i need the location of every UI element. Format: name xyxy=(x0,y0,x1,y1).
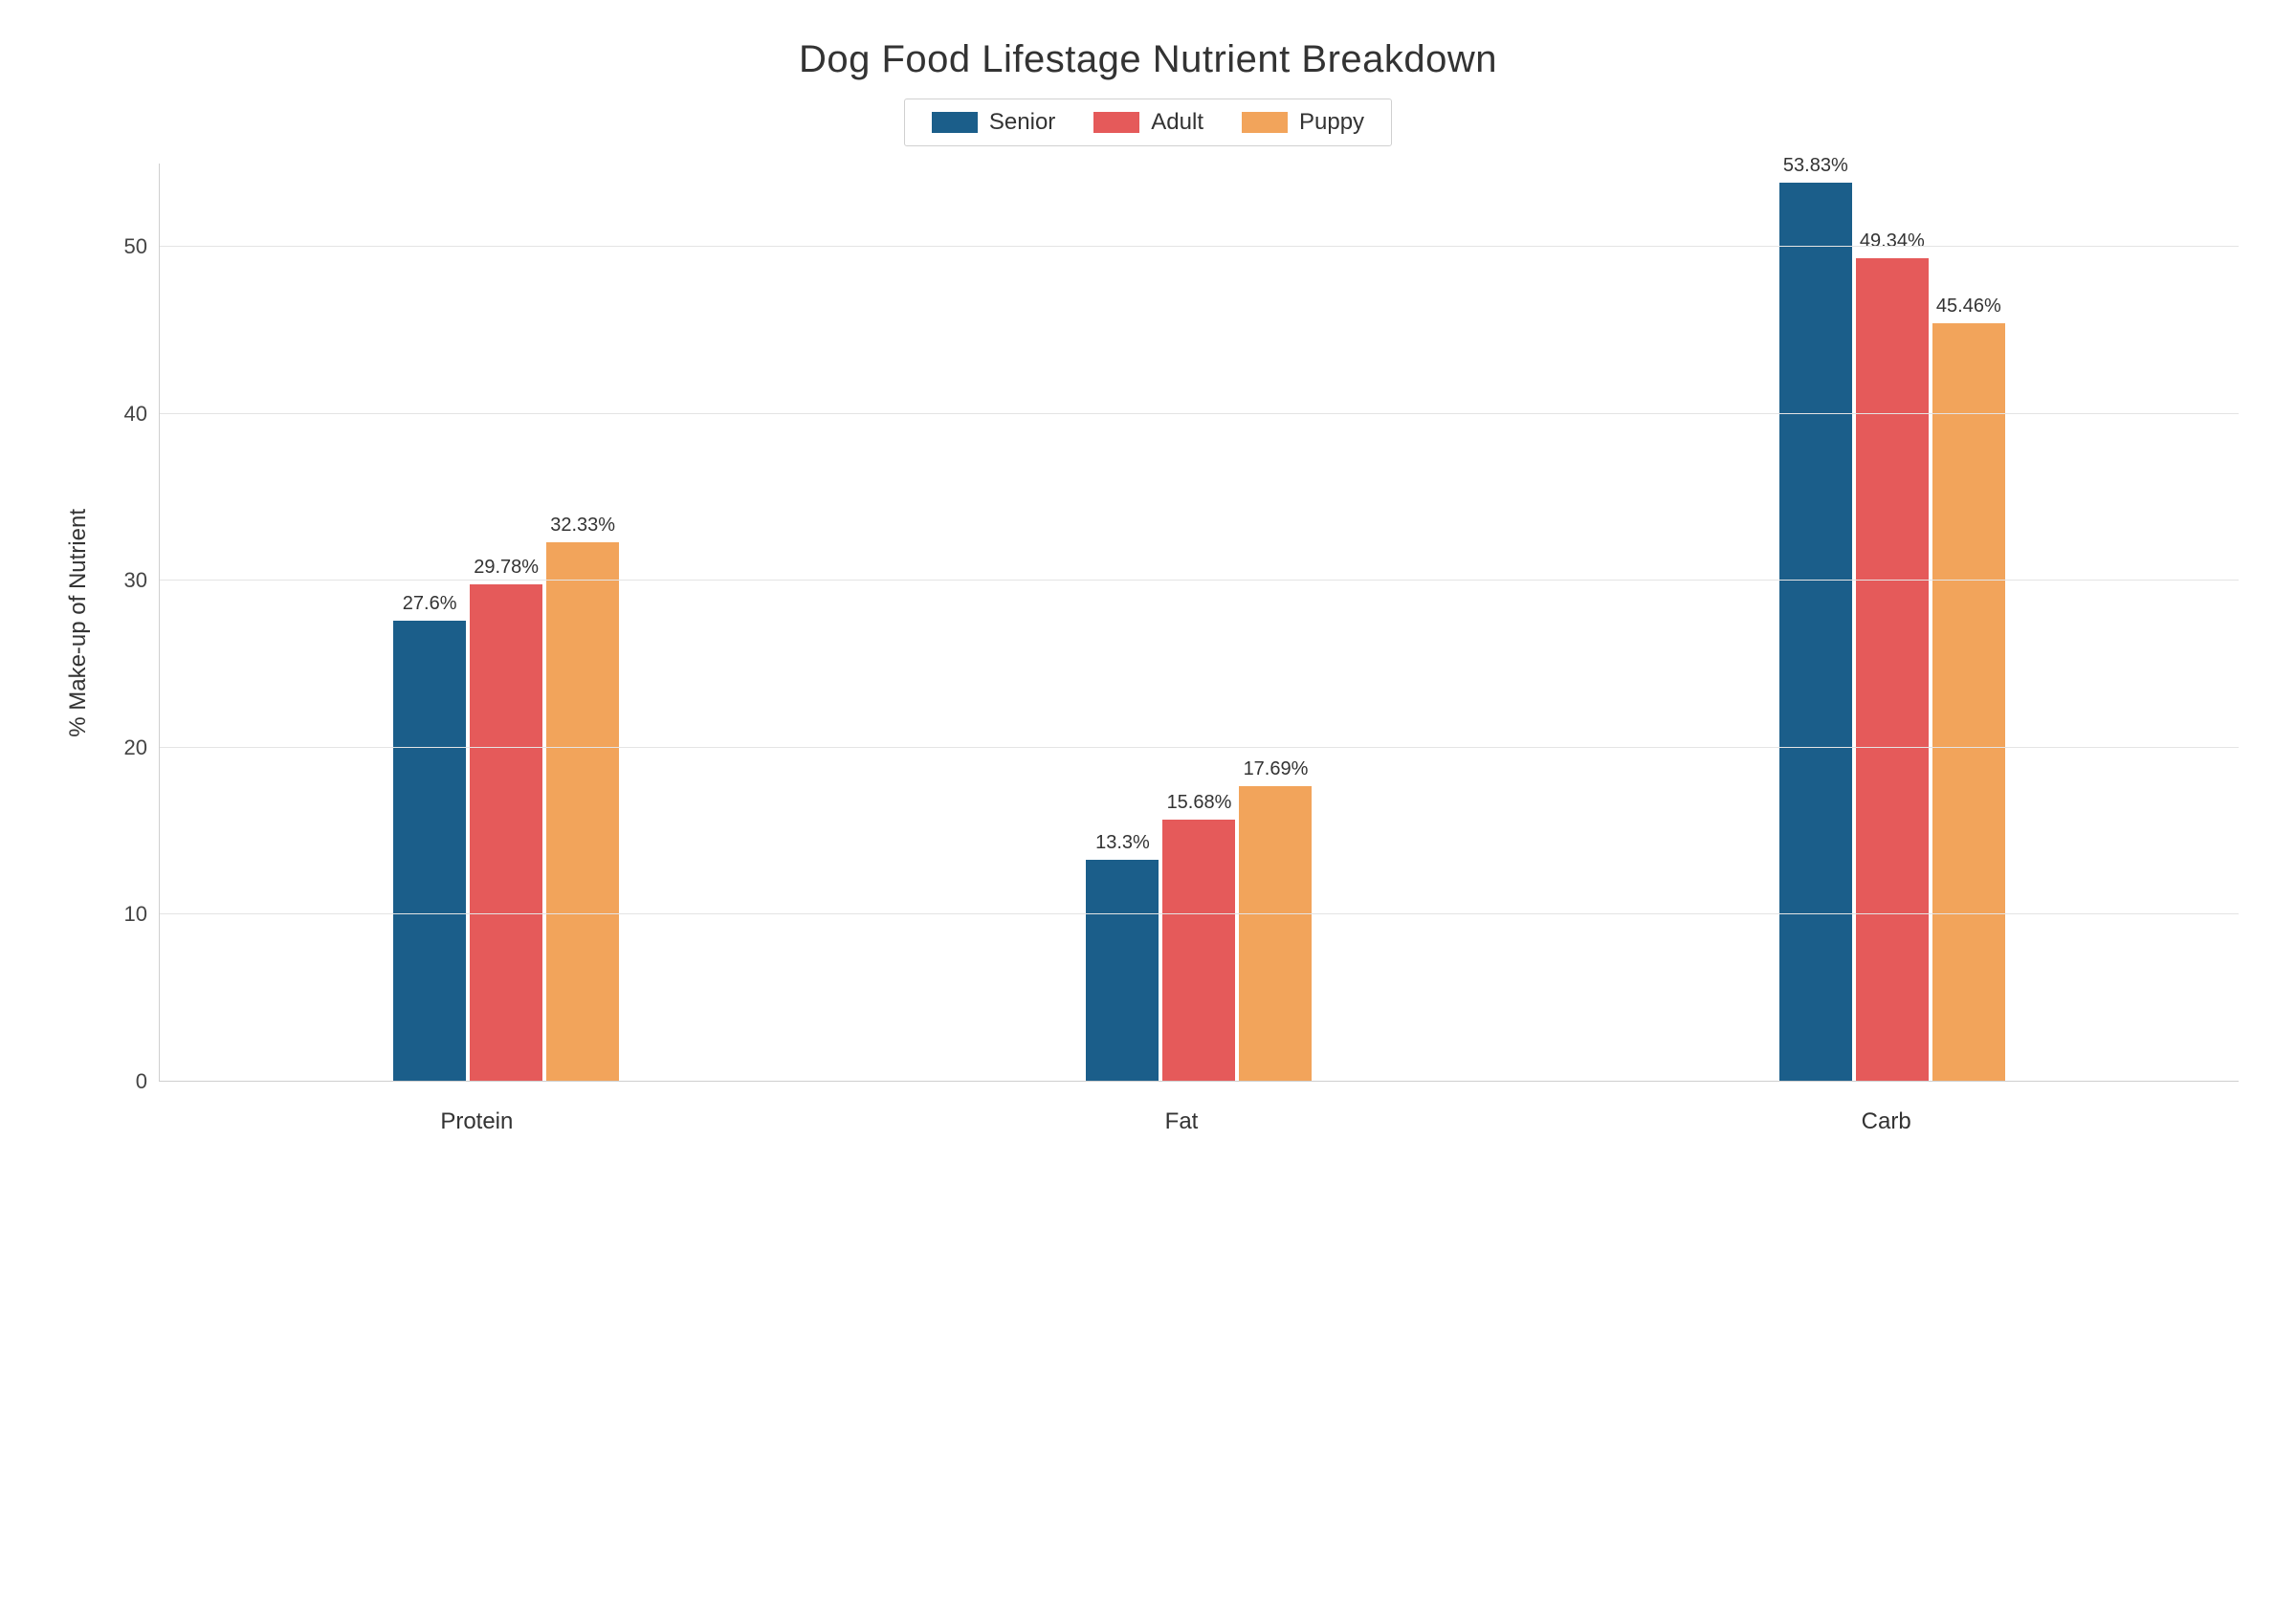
bar-rect xyxy=(1086,860,1159,1082)
bar-value-label: 27.6% xyxy=(403,593,457,615)
y-tick-label: 20 xyxy=(124,735,147,760)
chart-area: % Make-up of Nutrient 01020304050 27.6%2… xyxy=(57,164,2239,1082)
y-tick-label: 10 xyxy=(124,902,147,927)
y-tick-label: 0 xyxy=(136,1069,147,1094)
legend-item-senior: Senior xyxy=(932,109,1055,136)
y-axis: 01020304050 xyxy=(92,164,159,1082)
gridline xyxy=(160,580,2239,581)
legend-label: Senior xyxy=(989,109,1055,136)
legend: Senior Adult Puppy xyxy=(904,99,1392,146)
bar-group-fat: 13.3%15.68%17.69% xyxy=(852,164,1545,1082)
gridline xyxy=(160,413,2239,414)
y-tick-label: 40 xyxy=(124,402,147,427)
bar-rect xyxy=(1162,820,1235,1082)
bar-groups: 27.6%29.78%32.33%13.3%15.68%17.69%53.83%… xyxy=(160,164,2239,1082)
bar-senior-fat: 13.3% xyxy=(1086,860,1159,1082)
nutrient-chart: Dog Food Lifestage Nutrient Breakdown Se… xyxy=(0,0,2296,1193)
legend-label: Puppy xyxy=(1299,109,1364,136)
bar-puppy-carb: 45.46% xyxy=(1932,323,2005,1082)
bar-rect xyxy=(393,621,466,1082)
y-axis-title-wrap: % Make-up of Nutrient xyxy=(57,164,92,1082)
bar-group-carb: 53.83%49.34%45.46% xyxy=(1546,164,2239,1082)
bar-adult-fat: 15.68% xyxy=(1162,820,1235,1082)
bar-rect xyxy=(470,584,542,1082)
gridline xyxy=(160,246,2239,247)
legend-swatch xyxy=(1093,112,1139,133)
legend-swatch xyxy=(1242,112,1288,133)
gridline xyxy=(160,747,2239,748)
x-tick-label: Protein xyxy=(124,1091,829,1135)
bar-group-protein: 27.6%29.78%32.33% xyxy=(160,164,852,1082)
bars: 27.6%29.78%32.33% xyxy=(393,164,619,1082)
y-tick-label: 50 xyxy=(124,234,147,259)
legend-item-puppy: Puppy xyxy=(1242,109,1364,136)
bar-value-label: 32.33% xyxy=(550,515,615,537)
legend-label: Adult xyxy=(1151,109,1203,136)
bars: 53.83%49.34%45.46% xyxy=(1779,164,2005,1082)
bar-value-label: 17.69% xyxy=(1244,758,1309,780)
bar-value-label: 13.3% xyxy=(1095,832,1150,854)
bar-value-label: 15.68% xyxy=(1167,792,1232,814)
bar-rect xyxy=(1779,183,1852,1082)
bar-value-label: 53.83% xyxy=(1783,155,1848,177)
bar-value-label: 45.46% xyxy=(1936,296,2001,318)
bar-rect xyxy=(1239,786,1312,1082)
gridline xyxy=(160,1081,2239,1082)
bar-senior-protein: 27.6% xyxy=(393,621,466,1082)
legend-swatch xyxy=(932,112,978,133)
x-tick-label: Fat xyxy=(829,1091,1534,1135)
chart-title: Dog Food Lifestage Nutrient Breakdown xyxy=(57,38,2239,81)
x-axis: ProteinFatCarb xyxy=(124,1091,2239,1135)
bars: 13.3%15.68%17.69% xyxy=(1086,164,1312,1082)
bar-rect xyxy=(546,542,619,1082)
bar-value-label: 29.78% xyxy=(474,557,539,579)
bar-adult-carb: 49.34% xyxy=(1856,258,1929,1082)
x-tick-label: Carb xyxy=(1534,1091,2239,1135)
bar-rect xyxy=(1932,323,2005,1082)
bar-puppy-protein: 32.33% xyxy=(546,542,619,1082)
y-axis-title: % Make-up of Nutrient xyxy=(57,509,92,737)
plot-area: 27.6%29.78%32.33%13.3%15.68%17.69%53.83%… xyxy=(159,164,2239,1082)
legend-item-adult: Adult xyxy=(1093,109,1203,136)
bar-value-label: 49.34% xyxy=(1860,230,1925,252)
gridline xyxy=(160,913,2239,914)
y-tick-label: 30 xyxy=(124,568,147,593)
bar-rect xyxy=(1856,258,1929,1082)
bar-senior-carb: 53.83% xyxy=(1779,183,1852,1082)
bar-puppy-fat: 17.69% xyxy=(1239,786,1312,1082)
bar-adult-protein: 29.78% xyxy=(470,584,542,1082)
